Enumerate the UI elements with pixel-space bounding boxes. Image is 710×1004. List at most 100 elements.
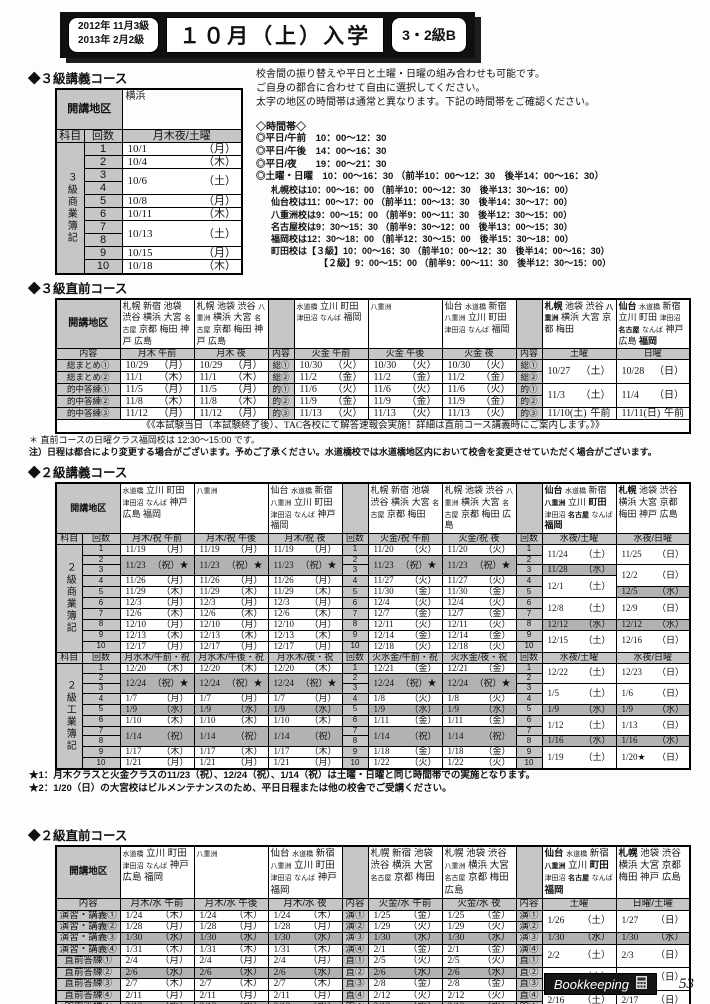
- date-text: 2/7 （木）: [121, 980, 193, 989]
- district-name: 京都: [394, 872, 414, 884]
- lesson-number: 5: [83, 193, 123, 209]
- date-value: 11/6: [299, 384, 317, 396]
- date-text: 12/4 （火）: [369, 599, 441, 608]
- district-name: 大宮: [489, 860, 509, 872]
- date-text: 1/30 （水）: [443, 933, 515, 944]
- date-cell: 12/9 （日）: [615, 597, 691, 620]
- date-value: 1/14: [447, 730, 464, 741]
- date-text: 11/23 （祝）★: [369, 560, 441, 571]
- table-row: 科目 回数 月木夜/土曜: [55, 128, 243, 143]
- spacer-cell: [341, 845, 369, 900]
- district-name: 津田沼: [444, 326, 466, 334]
- exam-date-box: 2012年 11月3級 2013年 2月2級: [68, 17, 160, 53]
- district-name: 立川: [294, 860, 314, 872]
- date-cell: 1/30 （水）: [267, 932, 343, 945]
- date-value: 2/11: [273, 990, 291, 1001]
- date-value: 1/19: [547, 751, 564, 762]
- date-text: 1/16 （水）: [617, 737, 689, 746]
- weekday-value: （火）: [409, 619, 437, 629]
- info-line: ご自身の都合に合わせて自由に選択してください。: [256, 83, 486, 94]
- weekday-value: （火）: [480, 408, 511, 420]
- date-value: 2/5: [373, 956, 386, 967]
- date-text: 2/7 （木）: [195, 980, 267, 989]
- weekday-value: （木）: [233, 910, 263, 921]
- weekday-value: （金）: [409, 630, 437, 640]
- district-name: 立川: [618, 312, 637, 323]
- weekday-value: （火）: [407, 922, 437, 932]
- weekday-value: （日）: [655, 973, 684, 984]
- column-header: 月木/水 午前: [119, 898, 195, 911]
- lesson-number: 2: [83, 154, 123, 169]
- district-name: 八重洲: [196, 303, 266, 323]
- date-value: 1/29: [447, 922, 465, 932]
- date-text: 1/21 （月）: [121, 759, 193, 768]
- date-cell: 2/1 （金）: [367, 943, 443, 957]
- weekday-value: （火）: [481, 990, 511, 1001]
- column-header: 科目: [55, 651, 83, 664]
- district-name: 札幌: [544, 300, 563, 311]
- date-text: 1/11 （金）: [443, 716, 515, 725]
- date-cell: 1/9 （水）: [541, 703, 617, 716]
- date-value: 1/30: [447, 933, 465, 944]
- table-row: 的中答練① 11/5 （月） 11/5 （月） 的① 11/6 （火） 11/6 （火） 11/6 （…: [55, 383, 691, 409]
- date-text: 1/24 （木）: [195, 910, 267, 921]
- weekday-value: （火）: [332, 408, 363, 420]
- column-header: 月木夜/土曜: [121, 128, 243, 143]
- weekday-value: （金）: [480, 396, 511, 408]
- date-value: 11/24: [547, 548, 568, 559]
- date-text: 12/8 （土）: [543, 603, 615, 614]
- date-value: 11/2: [373, 372, 391, 384]
- district-name: 大宮: [163, 312, 182, 323]
- district-name: なんば: [591, 875, 613, 883]
- weekday-value: （木）: [203, 260, 236, 273]
- weekday-value: （木）: [161, 715, 189, 725]
- weekday-value: （金）: [409, 586, 437, 597]
- weekday-value: （木）: [161, 608, 189, 619]
- date-text: 10/29 （月）: [121, 361, 193, 371]
- district-name: 大宮: [639, 496, 658, 507]
- district-name: 町田: [166, 485, 185, 496]
- column-header: 日曜/土曜: [615, 898, 691, 911]
- lesson-number: 7: [341, 725, 369, 737]
- subject-cell: ２級工業簿記: [55, 662, 83, 770]
- date-cell: 1/25 （金）: [441, 909, 517, 923]
- date-cell: 1/8 （火）: [367, 692, 443, 705]
- district-name: 横浜: [143, 312, 162, 323]
- date-value: 1/26: [547, 916, 565, 927]
- date-text: 2/13 （水）: [369, 1003, 441, 1004]
- lesson-number: 8: [515, 735, 543, 748]
- district-name: 水道橋: [292, 850, 314, 858]
- row-label-short: 直④: [515, 989, 543, 1003]
- district-name: 水道橋: [566, 850, 588, 858]
- district-name: 広島: [659, 508, 678, 519]
- date-value: 11/10(土): [547, 408, 587, 420]
- district-name: 横浜: [392, 860, 412, 872]
- column-header: 月木/祝 午前: [119, 532, 195, 545]
- date-text: 1/30 （水）: [369, 934, 441, 943]
- district-name: 横浜: [468, 860, 488, 872]
- date-cell: 1/30 （水）: [441, 932, 517, 945]
- weekday-value: （木）: [235, 715, 263, 725]
- column-header: 火金 午前: [293, 348, 369, 361]
- date-text: 11/25 （日）: [617, 549, 689, 560]
- district-cell: 仙台 水道橋 新宿 八重洲 立川 町田 津田沼 なんば 福岡: [441, 298, 517, 350]
- weekday-value: （祝）★: [226, 677, 263, 688]
- district-name: 仙台: [444, 300, 463, 311]
- district-name: 渋谷: [485, 485, 504, 496]
- date-cell: 1/9 （水）: [119, 703, 195, 716]
- date-text: 1/21 （月）: [195, 759, 267, 768]
- date-value: 12/21: [373, 663, 395, 673]
- date-text: 1/29 （火）: [369, 922, 441, 932]
- date-value: 2/4: [125, 956, 138, 967]
- date-cell: 1/30 （水）: [367, 932, 443, 945]
- lesson-number: 3: [515, 683, 543, 694]
- date-text: 11/13 （火）: [443, 408, 515, 420]
- date-text: 1/9 （水）: [443, 705, 515, 714]
- date-cell: 11/20 （火）: [367, 543, 443, 556]
- table-row: 開講地区 水道橋 立川 町田 津田沼 なんば 神戸 広島 福岡 八重洲 仙台 水道…: [55, 482, 691, 534]
- date-value: 1/14: [373, 730, 390, 741]
- date-value: 2/17: [621, 996, 639, 1004]
- weekday-value: （水）: [159, 933, 189, 944]
- date-text: 12/5 （水）: [617, 588, 689, 597]
- date-cell: 1/12 （土）: [541, 714, 617, 737]
